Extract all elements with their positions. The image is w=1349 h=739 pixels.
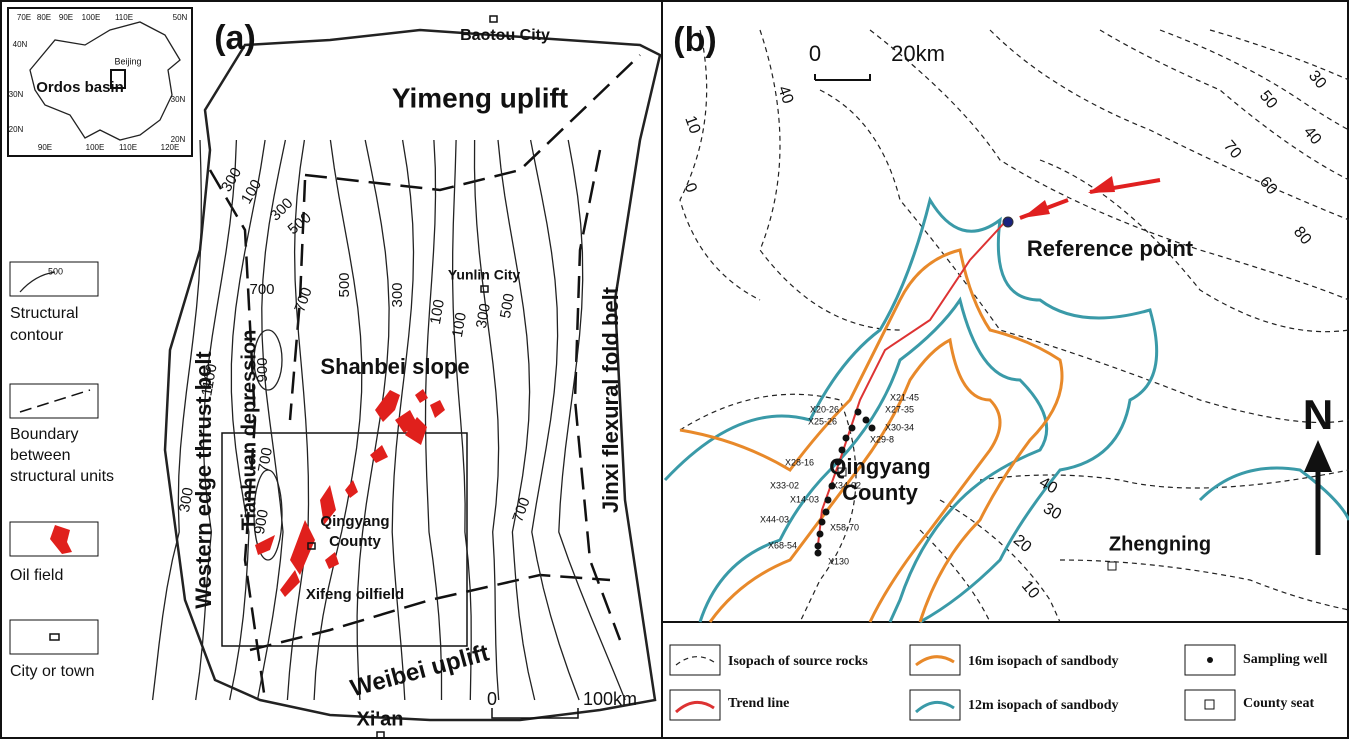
- inset-tick: 20N: [9, 125, 24, 134]
- legend-label: contour: [10, 327, 64, 344]
- scale-label: 0: [809, 41, 821, 66]
- inset-tick: 80E: [37, 13, 51, 22]
- well-label: X14-03: [790, 494, 819, 504]
- place-name: Zhengning: [1109, 533, 1211, 555]
- scale-label: 100km: [583, 689, 637, 709]
- place-name: Jinxi flexural fold belt: [598, 286, 623, 513]
- inset-city: Beijing: [114, 56, 141, 66]
- well-label: X28-16: [785, 457, 814, 467]
- sampling-well: [823, 509, 830, 516]
- well-label: X30-34: [885, 422, 914, 432]
- inset-tick: 50N: [173, 13, 188, 22]
- legend-label: Oil field: [10, 567, 63, 584]
- panel-label: (b): [673, 21, 716, 59]
- legend-label: Isopach of source rocks: [728, 654, 868, 669]
- inset-tick: 120E: [161, 143, 180, 152]
- well-label: X68-54: [768, 540, 797, 550]
- inset-tick: 90E: [59, 13, 73, 22]
- well-label: X34-02: [832, 480, 861, 490]
- well-label: X27-35: [885, 404, 914, 414]
- figure: (a) Baotou City Yimeng uplift Yunlin City Sh…: [0, 0, 1349, 739]
- legend-label: 16m isopach of sandbody: [968, 654, 1119, 669]
- panel-label: (a): [214, 19, 256, 57]
- county-seat: [1108, 562, 1116, 570]
- sampling-well: [817, 531, 824, 538]
- scale-label: 0: [487, 689, 497, 709]
- place-name: Baotou City: [460, 27, 550, 44]
- inset-tick: 30N: [171, 95, 186, 104]
- well-label: X33-02: [770, 480, 799, 490]
- place-name: Qingyang: [829, 454, 930, 479]
- legend-label: City or town: [10, 663, 94, 680]
- legend-label: 12m isopach of sandbody: [968, 698, 1119, 713]
- reference-point: [1003, 217, 1013, 227]
- place-name: Shanbei slope: [320, 354, 469, 379]
- legend-label: Sampling well: [1243, 652, 1328, 667]
- place-name: Yunlin City: [448, 267, 521, 283]
- well-label: X58-70: [830, 522, 859, 532]
- place-name: Qingyang: [320, 513, 389, 530]
- sampling-well: [843, 435, 850, 442]
- legend-label: County seat: [1243, 696, 1315, 711]
- inset-tick: 110E: [119, 143, 137, 152]
- inset-label: Ordos basin: [36, 79, 124, 96]
- inset-tick: 40N: [13, 40, 28, 49]
- scale-label: 20km: [891, 41, 945, 66]
- inset-tick: 90E: [38, 143, 52, 152]
- inset-tick: 100E: [86, 143, 105, 152]
- place-name: Yimeng uplift: [392, 82, 568, 113]
- legend-label: Structural: [10, 305, 78, 322]
- place-name: Reference point: [1027, 236, 1194, 261]
- well-label: X44-03: [760, 514, 789, 524]
- sampling-well: [839, 447, 846, 454]
- inset-tick: 70E: [17, 13, 31, 22]
- well-label: X25-26: [808, 416, 837, 426]
- place-name: N: [1303, 391, 1333, 438]
- sampling-well: [849, 425, 856, 432]
- well-label: X29-8: [870, 434, 894, 444]
- sampling-well: [819, 519, 826, 526]
- legend-label: between: [10, 447, 71, 464]
- legend-sample: 500: [48, 266, 63, 276]
- contour-label: 700: [249, 281, 274, 298]
- legend-label: Boundary: [10, 426, 79, 443]
- well-label: X21-45: [890, 392, 919, 402]
- sampling-well: [815, 543, 822, 550]
- well-label: X130: [828, 556, 849, 566]
- place-name: Xi'an: [357, 708, 404, 730]
- legend-well: [1207, 657, 1213, 663]
- sampling-well: [855, 409, 862, 416]
- place-name: County: [329, 533, 381, 550]
- sampling-well: [815, 550, 822, 557]
- legend-label: structural units: [10, 468, 114, 485]
- contour-label: 500: [336, 272, 353, 297]
- inset-tick: 30N: [9, 90, 24, 99]
- sampling-well: [863, 417, 870, 424]
- contour-label: 900: [254, 357, 271, 382]
- inset-tick: 110E: [115, 13, 133, 22]
- contour-label: 300: [389, 282, 406, 307]
- well-label: X20-26: [810, 404, 839, 414]
- legend-label: Trend line: [728, 696, 789, 711]
- inset-tick: 100E: [82, 13, 101, 22]
- sampling-well: [869, 425, 876, 432]
- sampling-well: [825, 497, 832, 504]
- place-name: Xifeng oilfield: [306, 586, 404, 603]
